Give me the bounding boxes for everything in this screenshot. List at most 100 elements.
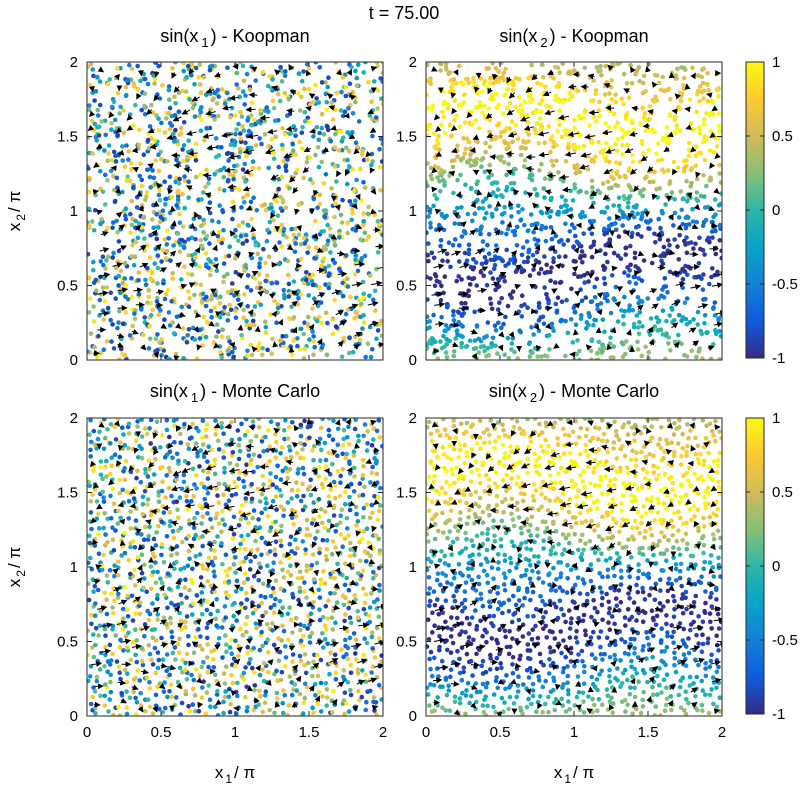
scatter-point (161, 615, 167, 621)
scatter-point (604, 158, 609, 163)
scatter-point (550, 134, 555, 139)
scatter-point (281, 232, 286, 237)
scatter-point (458, 291, 463, 296)
scatter-point (582, 88, 588, 93)
scatter-point (226, 593, 232, 598)
scatter-point (371, 695, 377, 700)
scatter-point (347, 507, 353, 513)
scatter-point (362, 185, 368, 190)
scatter-point (491, 80, 497, 86)
scatter-point (560, 62, 565, 66)
scatter-point (177, 636, 182, 642)
scatter-point (110, 651, 115, 657)
scatter-point (313, 536, 318, 541)
scatter-point (185, 63, 191, 69)
scatter-point (172, 703, 178, 708)
scatter-point (596, 108, 602, 113)
scatter-point (244, 629, 249, 635)
scatter-point (230, 281, 235, 286)
vector-arrow (697, 303, 709, 309)
scatter-point (608, 310, 614, 316)
scatter-point (197, 113, 202, 119)
scatter-point (169, 298, 174, 304)
vector-arrow (334, 204, 341, 212)
scatter-point (376, 636, 382, 641)
scatter-point (122, 477, 128, 483)
scatter-point (294, 688, 300, 693)
scatter-point (102, 703, 107, 708)
scatter-point (326, 518, 332, 524)
scatter-point (200, 612, 205, 617)
scatter-point (695, 176, 700, 182)
scatter-point (263, 540, 269, 545)
scatter-point (135, 668, 141, 673)
scatter-point (255, 119, 261, 125)
scatter-point (110, 610, 116, 616)
scatter-point (323, 80, 328, 85)
scatter-point (576, 189, 582, 195)
scatter-point (101, 317, 107, 322)
scatter-point (347, 335, 352, 341)
scatter-point (522, 222, 527, 228)
scatter-point (325, 124, 330, 130)
subplot-3: sin(x 1) - Monte Carlo000.50.5111.51.522x… (5, 381, 387, 786)
scatter-point (658, 253, 663, 259)
scatter-point (316, 100, 322, 105)
scatter-point (702, 313, 708, 318)
scatter-point (226, 498, 232, 504)
scatter-point (91, 304, 96, 309)
scatter-point (563, 353, 568, 359)
scatter-point (92, 584, 98, 589)
vector-arrow (153, 71, 160, 78)
vector-arrow (353, 148, 360, 155)
scatter-point (107, 568, 113, 573)
scatter-point (568, 317, 574, 322)
y-tick-label: 1.5 (57, 129, 78, 146)
scatter-point (271, 590, 277, 595)
scatter-point (177, 176, 182, 182)
scatter-point (477, 100, 483, 105)
scatter-point (277, 598, 283, 604)
scatter-point (446, 240, 452, 245)
scatter-point (147, 704, 153, 709)
scatter-point (155, 612, 160, 617)
vector-arrow (452, 341, 459, 348)
scatter-point (285, 712, 290, 716)
scatter-point (569, 94, 575, 99)
scatter-point (707, 178, 712, 183)
scatter-point (242, 292, 247, 297)
scatter-point (167, 672, 172, 678)
scatter-point (373, 700, 379, 705)
scatter-point (221, 671, 227, 676)
scatter-point (558, 204, 564, 210)
scatter-point (229, 151, 235, 157)
scatter-point (299, 575, 305, 581)
scatter-point (593, 91, 598, 97)
scatter-point (285, 500, 291, 505)
scatter-point (530, 350, 535, 356)
scatter-point (199, 602, 204, 608)
scatter-point (259, 552, 264, 558)
scatter-point (641, 115, 647, 120)
scatter-point (149, 102, 154, 108)
vector-arrow (214, 71, 221, 78)
scatter-point (193, 635, 198, 640)
scatter-point (352, 548, 358, 554)
scatter-point (641, 258, 647, 263)
scatter-point (684, 322, 690, 327)
scatter-point (324, 557, 330, 563)
scatter-point (291, 315, 297, 320)
vector-arrow (477, 287, 487, 294)
scatter-point (684, 296, 690, 301)
vector-arrow (291, 290, 298, 296)
scatter-point (345, 284, 351, 289)
scatter-point (344, 515, 350, 521)
scatter-point (370, 116, 375, 122)
scatter-point (538, 315, 543, 320)
scatter-point (98, 274, 103, 280)
scatter-point (225, 271, 230, 277)
vector-arrow (605, 104, 615, 111)
scatter-point (184, 614, 190, 619)
scatter-point (332, 145, 338, 150)
scatter-point (375, 597, 380, 602)
